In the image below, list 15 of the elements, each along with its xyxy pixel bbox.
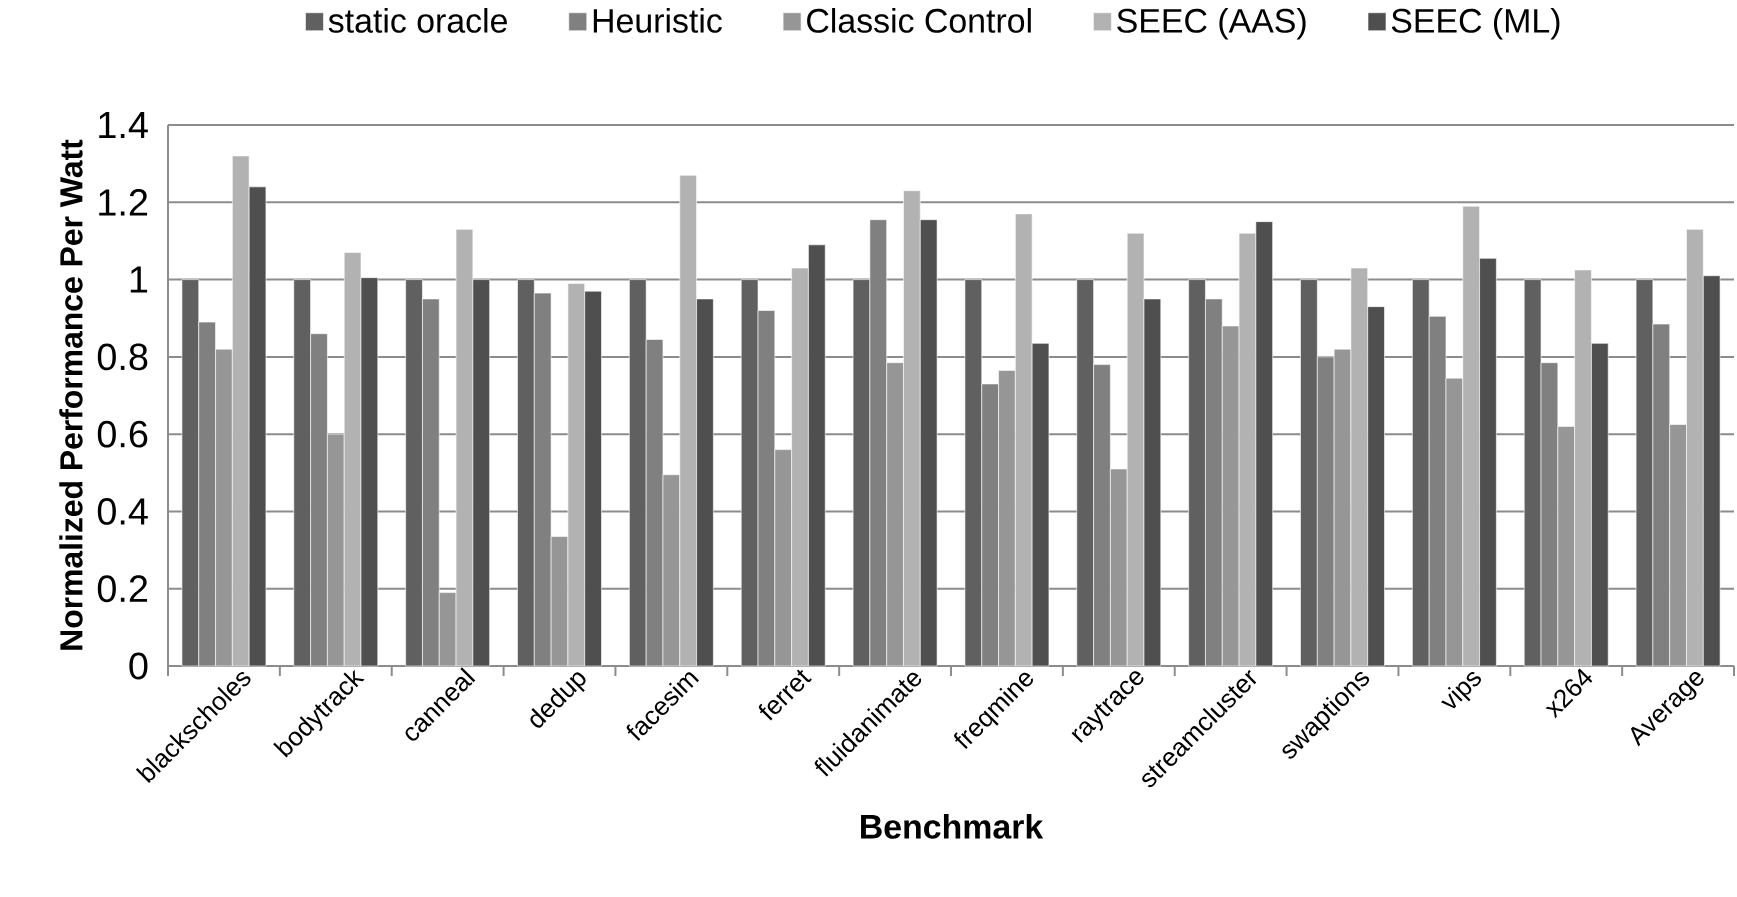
y-tick-label: 0.4 — [97, 498, 148, 525]
legend-label: Classic Control — [807, 7, 1031, 33]
x-tick-label: vips — [1441, 672, 1481, 709]
x-axis-title: Benchmark — [861, 813, 1044, 839]
legend-label: static oracle — [328, 7, 507, 33]
y-tick-label: 1 — [130, 266, 148, 293]
y-tick-label: 1.2 — [99, 189, 148, 216]
legend-label: Heuristic — [593, 7, 722, 33]
y-axis-title: Normalized Performance Per Watt — [59, 139, 83, 650]
legend-label: SEEC (AAS) — [1117, 7, 1306, 40]
legend-label: SEEC (ML) — [1391, 7, 1560, 40]
y-tick-label: 0.2 — [97, 575, 148, 603]
y-tick-label: 0.8 — [97, 343, 148, 371]
y-tick-label: 1.4 — [99, 112, 148, 139]
y-tick-label: 0.6 — [97, 420, 148, 448]
